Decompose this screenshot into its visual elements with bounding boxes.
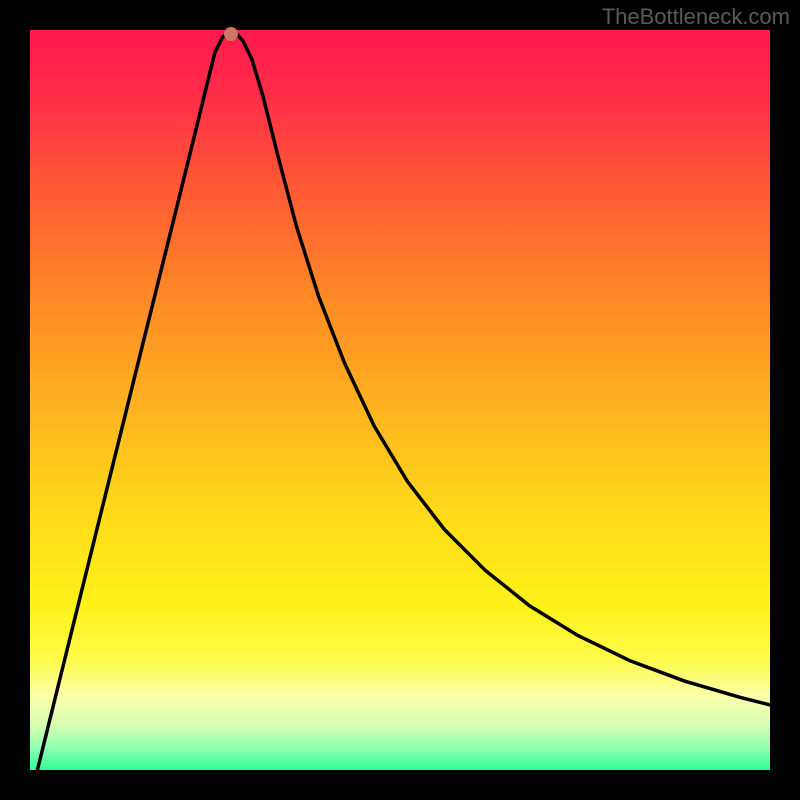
bottleneck-curve [30, 30, 770, 770]
optimum-marker [224, 27, 238, 41]
plot-area [30, 30, 770, 770]
watermark-text: TheBottleneck.com [602, 4, 790, 30]
chart-frame: TheBottleneck.com [0, 0, 800, 800]
